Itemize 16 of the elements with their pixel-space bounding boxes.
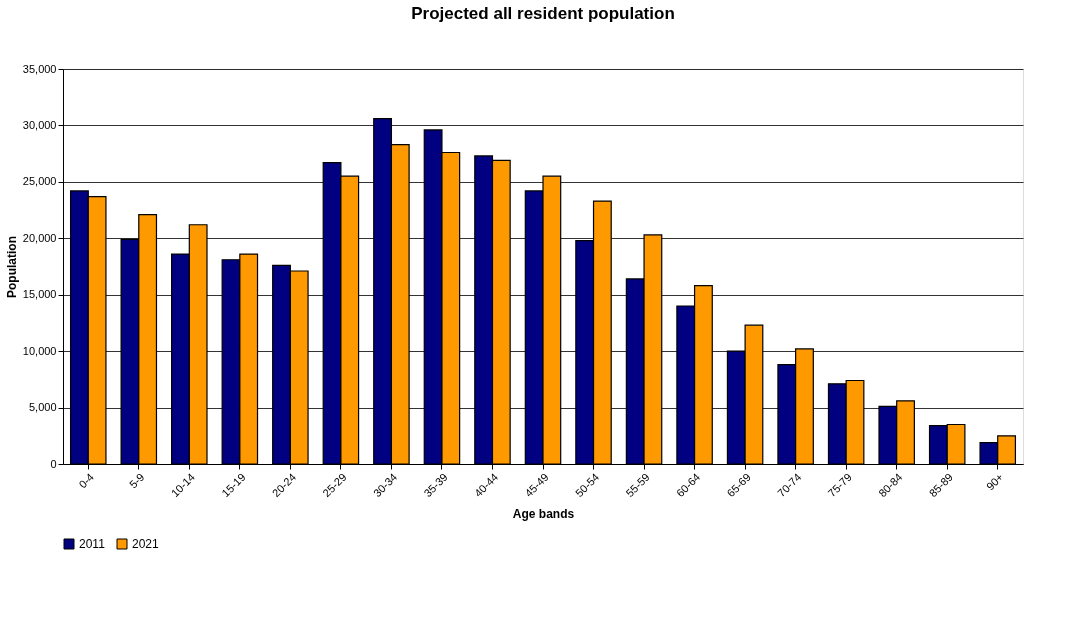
y-tick-label: 25,000 xyxy=(22,175,57,188)
y-tick-label: 15,000 xyxy=(22,288,57,301)
y-tick-label: 30,000 xyxy=(22,118,57,131)
y-tick-label: 35,000 xyxy=(22,62,57,75)
x-tick-label: 90+ xyxy=(983,470,1006,493)
x-tick-label: 5-9 xyxy=(126,470,147,491)
y-tick-label: 5,000 xyxy=(28,401,57,414)
y-tick-label: 0 xyxy=(50,457,57,470)
legend-label: 2011 xyxy=(79,537,106,551)
y-axis-title: Population xyxy=(4,236,19,298)
y-tick-label: 20,000 xyxy=(22,231,57,244)
x-axis-title: Age bands xyxy=(512,507,575,522)
y-tick-label: 10,000 xyxy=(22,344,57,357)
chart-title: Projected all resident population xyxy=(411,4,675,23)
x-tick-label: 0-4 xyxy=(76,470,97,491)
legend-label: 2021 xyxy=(132,537,160,551)
